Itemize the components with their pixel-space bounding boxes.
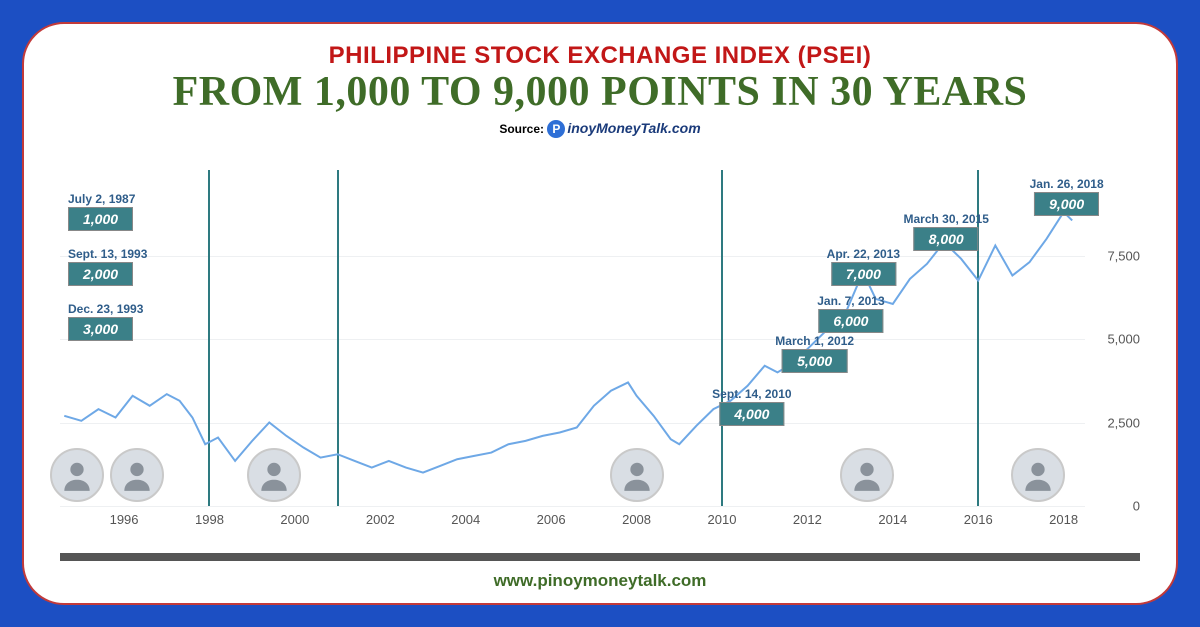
- timeline-bar: [60, 553, 1140, 561]
- president-avatar-aquino-c: [50, 448, 104, 502]
- y-tick-label: 5,000: [1092, 332, 1140, 347]
- milestone-badge: Apr. 22, 2013 7,000: [827, 247, 900, 286]
- milestone-badge: March 1, 2012 5,000: [775, 334, 854, 373]
- subtitle: PHILIPPINE STOCK EXCHANGE INDEX (PSEI): [60, 42, 1140, 70]
- x-tick-label: 2018: [1049, 512, 1078, 527]
- milestone-badge: Sept. 14, 2010 4,000: [712, 387, 791, 426]
- milestone-badge: Sept. 13, 1993 2,000: [68, 247, 147, 286]
- x-tick-label: 2006: [537, 512, 566, 527]
- plot-region: July 2, 1987 1,000 Sept. 13, 1993 2,000 De…: [60, 172, 1085, 506]
- y-tick-label: 0: [1092, 499, 1140, 514]
- x-axis: 1996 1998 2000 2002 2004 2006 2008 2010 2012 2014…: [60, 506, 1085, 531]
- footer-url: www.pinoymoneytalk.com: [24, 571, 1176, 591]
- source-label: Source:: [499, 122, 544, 136]
- brand-logo-icon: P: [547, 120, 565, 138]
- source-row: Source: PinoyMoneyTalk.com: [60, 120, 1140, 138]
- x-tick-label: 2000: [280, 512, 309, 527]
- y-tick-label: 2,500: [1092, 415, 1140, 430]
- x-tick-label: 2002: [366, 512, 395, 527]
- president-avatar-arroyo: [610, 448, 664, 502]
- milestone-badge: Jan. 7, 2013 6,000: [817, 294, 884, 333]
- x-tick-label: 2014: [878, 512, 907, 527]
- outer-frame: PHILIPPINE STOCK EXCHANGE INDEX (PSEI) F…: [0, 0, 1200, 627]
- x-tick-label: 1998: [195, 512, 224, 527]
- x-tick-label: 2004: [451, 512, 480, 527]
- y-tick-label: 7,500: [1092, 248, 1140, 263]
- inner-card: PHILIPPINE STOCK EXCHANGE INDEX (PSEI) F…: [22, 22, 1178, 605]
- x-tick-label: 2010: [708, 512, 737, 527]
- president-avatar-aquino-b: [840, 448, 894, 502]
- milestone-badge: Dec. 23, 1993 3,000: [68, 302, 143, 341]
- main-title: FROM 1,000 TO 9,000 POINTS IN 30 YEARS: [60, 68, 1140, 116]
- brand-text: inoyMoneyTalk.com: [567, 120, 700, 136]
- x-tick-label: 2008: [622, 512, 651, 527]
- chart-area: July 2, 1987 1,000 Sept. 13, 1993 2,000 De…: [60, 172, 1140, 531]
- source-brand: PinoyMoneyTalk.com: [547, 120, 700, 136]
- milestone-badge: July 2, 1987 1,000: [68, 192, 135, 231]
- x-tick-label: 2016: [964, 512, 993, 527]
- president-avatar-estrada: [247, 448, 301, 502]
- milestone-badge: March 30, 2015 8,000: [903, 212, 988, 251]
- x-tick-label: 1996: [110, 512, 139, 527]
- y-axis: 02,5005,0007,500: [1085, 172, 1140, 506]
- president-avatar-duterte: [1011, 448, 1065, 502]
- president-avatar-ramos: [110, 448, 164, 502]
- x-tick-label: 2012: [793, 512, 822, 527]
